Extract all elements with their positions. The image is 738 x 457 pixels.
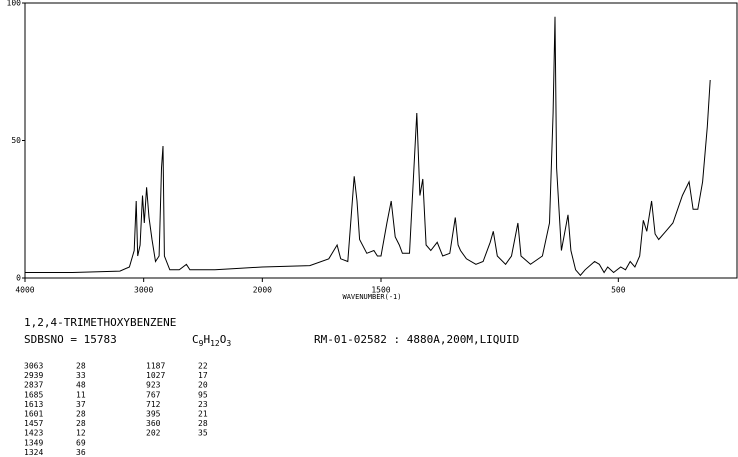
peak-wavenumber: 1601 xyxy=(24,410,43,419)
x-tick-label: 4000 xyxy=(15,286,34,295)
peak-wavenumber: 2939 xyxy=(24,371,43,380)
y-tick-label: 0 xyxy=(16,274,21,283)
x-tick-label: 3000 xyxy=(134,286,153,295)
sdbs-number: SDBSNO = 15783 xyxy=(24,333,117,346)
peak-wavenumber: 767 xyxy=(146,390,161,399)
peak-wavenumber: 3063 xyxy=(24,362,43,371)
peak-wavenumber: 712 xyxy=(146,400,161,409)
formula-sub: 12 xyxy=(210,339,220,348)
peak-wavenumber: 360 xyxy=(146,419,161,428)
x-tick-label: 500 xyxy=(611,286,626,295)
peak-intensity: 69 xyxy=(76,438,86,447)
x-axis-label: WAVENUMBER(-1) xyxy=(342,293,401,301)
peak-wavenumber: 1685 xyxy=(24,390,43,399)
peak-intensity: 17 xyxy=(198,371,208,380)
peak-wavenumber: 395 xyxy=(146,410,161,419)
peak-wavenumber: 202 xyxy=(146,429,161,438)
peak-wavenumber: 2837 xyxy=(24,381,43,390)
peak-intensity: 28 xyxy=(76,362,86,371)
peak-wavenumber: 1457 xyxy=(24,419,43,428)
peak-intensity: 12 xyxy=(76,429,86,438)
x-tick-label: 1500 xyxy=(371,286,390,295)
peak-intensity: 23 xyxy=(198,400,208,409)
peak-intensity: 28 xyxy=(198,419,208,428)
y-tick-label: 50 xyxy=(11,136,21,145)
plot-frame xyxy=(24,2,738,279)
peak-intensity: 37 xyxy=(76,400,86,409)
peak-intensity: 28 xyxy=(76,419,86,428)
peak-intensity: 35 xyxy=(198,429,208,438)
formula-part: O xyxy=(220,333,227,346)
compound-name: 1,2,4-TRIMETHOXYBENZENE xyxy=(24,316,176,329)
x-tick-label: 2000 xyxy=(253,286,272,295)
peak-intensity: 20 xyxy=(198,381,208,390)
peak-wavenumber: 1423 xyxy=(24,429,43,438)
formula-part: C xyxy=(192,333,199,346)
formula-sub: 9 xyxy=(199,339,204,348)
peak-intensity: 95 xyxy=(198,390,208,399)
peak-intensity: 11 xyxy=(76,390,86,399)
y-tick-label: 100 xyxy=(7,0,22,8)
formula-part: H xyxy=(203,333,210,346)
peak-intensity: 48 xyxy=(76,381,86,390)
formula: C9H12O3 xyxy=(192,333,231,348)
peak-wavenumber: 1324 xyxy=(24,448,43,457)
conditions: RM-01-02582 : 4880A,200M,LIQUID xyxy=(314,333,519,346)
peak-wavenumber: 1613 xyxy=(24,400,43,409)
formula-sub: 3 xyxy=(226,339,231,348)
peak-wavenumber: 1027 xyxy=(146,371,165,380)
peak-intensity: 36 xyxy=(76,448,86,457)
peak-wavenumber: 1187 xyxy=(146,362,165,371)
peak-intensity: 22 xyxy=(198,362,208,371)
spectrum-line xyxy=(25,16,711,277)
peak-intensity: 21 xyxy=(198,410,208,419)
peak-intensity: 28 xyxy=(76,410,86,419)
peak-intensity: 33 xyxy=(76,371,86,380)
peak-wavenumber: 923 xyxy=(146,381,161,390)
peak-wavenumber: 1349 xyxy=(24,438,43,447)
